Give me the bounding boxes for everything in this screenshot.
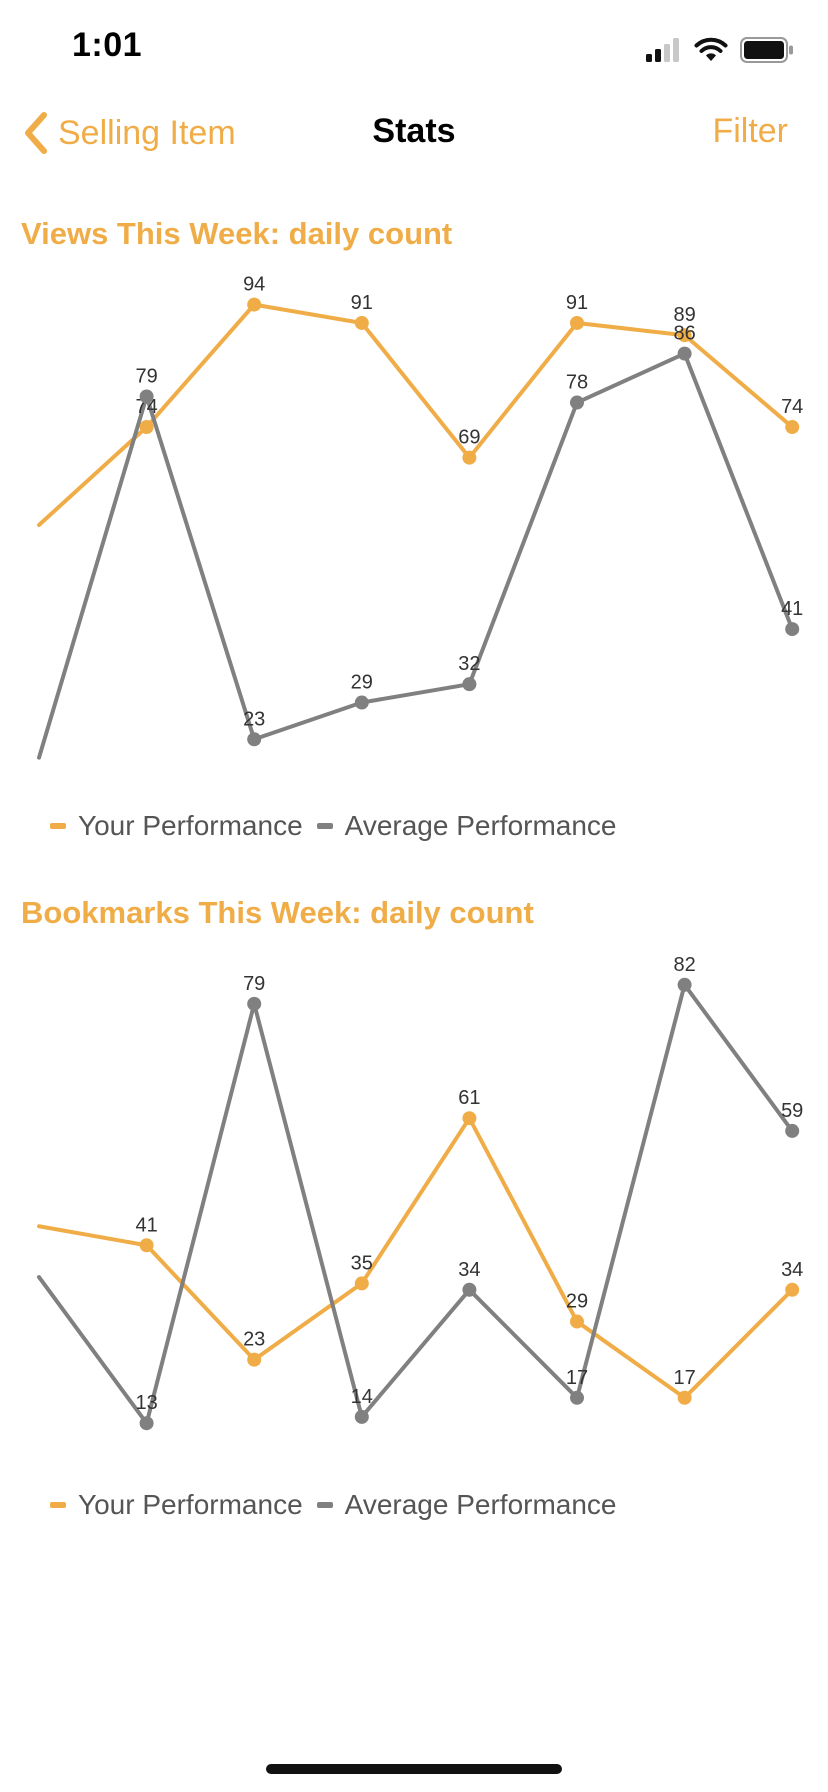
data-label-average-performance: 86	[673, 323, 695, 345]
data-point-your-performance[interactable]	[462, 1111, 477, 1126]
battery-icon	[740, 37, 793, 63]
legend-swatch	[316, 1502, 333, 1508]
data-label-average-performance: 79	[243, 973, 265, 995]
legend-swatch	[50, 1502, 66, 1508]
data-point-your-performance[interactable]	[139, 420, 154, 435]
data-label-your-performance: 69	[458, 427, 480, 449]
legend-label: Average Performance	[344, 810, 617, 841]
data-label-average-performance: 23	[243, 708, 265, 730]
data-point-average-performance[interactable]	[462, 1282, 477, 1297]
navigation-bar: Selling Item Stats Filter	[0, 100, 828, 166]
data-point-average-performance[interactable]	[677, 977, 692, 992]
page-title: Stats	[372, 112, 456, 150]
legend-item-average-performance: Average Performance	[316, 810, 617, 842]
data-point-average-performance[interactable]	[570, 395, 584, 410]
views-line-chart: 74 94 91 69 91 89 74 79 23 29 32 78 86 41	[37, 274, 803, 760]
chart-legend: Your Performance Average Performance	[50, 1489, 631, 1521]
data-label-your-performance: 34	[781, 1259, 803, 1281]
chart-title: Bookmarks This Week: daily count	[21, 895, 534, 930]
data-label-average-performance: 17	[566, 1367, 588, 1389]
signal-icon	[646, 38, 679, 62]
data-point-your-performance[interactable]	[677, 1390, 692, 1405]
data-point-your-performance[interactable]	[139, 1238, 154, 1253]
status-time: 1:01	[72, 26, 143, 64]
data-label-average-performance: 82	[673, 954, 695, 976]
data-point-your-performance[interactable]	[354, 1276, 369, 1291]
data-label-average-performance: 41	[781, 598, 803, 620]
data-label-your-performance: 17	[673, 1367, 695, 1389]
data-point-average-performance[interactable]	[462, 677, 477, 692]
chart-legend: Your Performance Average Performance	[50, 810, 631, 842]
data-point-your-performance[interactable]	[677, 328, 692, 343]
legend-swatch	[50, 823, 66, 829]
data-point-average-performance[interactable]	[785, 1123, 800, 1138]
legend-item-your-performance: Your Performance	[50, 810, 303, 842]
data-label-average-performance: 78	[566, 372, 588, 394]
data-point-average-performance[interactable]	[570, 1390, 584, 1405]
data-point-average-performance[interactable]	[677, 346, 692, 361]
series-line-your-performance	[37, 302, 795, 527]
home-indicator[interactable]	[266, 1764, 562, 1774]
legend-item-average-performance: Average Performance	[316, 1489, 617, 1521]
data-point-your-performance[interactable]	[354, 315, 369, 330]
legend-label: Average Performance	[344, 1489, 617, 1520]
data-point-average-performance[interactable]	[139, 389, 154, 404]
data-point-average-performance[interactable]	[354, 1409, 369, 1424]
series-line-average-performance	[37, 351, 795, 760]
wifi-icon	[694, 37, 728, 61]
data-point-your-performance[interactable]	[247, 1352, 262, 1367]
data-label-average-performance: 32	[458, 653, 480, 675]
data-label-your-performance: 89	[673, 304, 695, 326]
views-chart-section: Views This Week: daily count 74 94 91 69 91 8…	[0, 216, 828, 856]
data-label-your-performance: 61	[458, 1087, 480, 1109]
data-point-average-performance[interactable]	[354, 695, 369, 710]
data-point-average-performance[interactable]	[785, 622, 800, 637]
filter-button[interactable]: Filter	[712, 112, 788, 150]
data-label-average-performance: 79	[135, 365, 157, 387]
data-label-average-performance: 29	[351, 672, 373, 694]
data-point-your-performance[interactable]	[247, 297, 262, 312]
series-line-average-performance	[37, 982, 795, 1426]
data-label-your-performance: 23	[243, 1329, 265, 1351]
data-label-average-performance: 14	[351, 1386, 373, 1408]
back-button-label: Selling Item	[58, 113, 236, 152]
series-line-your-performance	[37, 1116, 795, 1400]
data-label-your-performance: 74	[781, 396, 803, 418]
bookmarks-chart-section: Bookmarks This Week: daily count 41 23 35 6…	[0, 895, 828, 1535]
chevron-left-icon	[25, 112, 47, 154]
data-label-average-performance: 13	[135, 1392, 157, 1414]
data-point-your-performance[interactable]	[462, 450, 477, 465]
data-point-your-performance[interactable]	[570, 315, 584, 330]
data-point-your-performance[interactable]	[785, 1282, 800, 1297]
legend-swatch	[316, 823, 333, 829]
data-point-average-performance[interactable]	[247, 732, 262, 747]
data-point-average-performance[interactable]	[247, 996, 262, 1011]
data-label-your-performance: 41	[135, 1214, 157, 1236]
bookmarks-line-chart: 41 23 35 61 29 17 34 13 79 14 34 17 82 59	[37, 954, 803, 1431]
status-icons	[646, 36, 794, 64]
legend-label: Your Performance	[78, 810, 303, 841]
data-label-your-performance: 29	[566, 1291, 588, 1313]
data-label-your-performance: 91	[566, 292, 588, 314]
data-label-average-performance: 59	[781, 1100, 803, 1122]
legend-item-your-performance: Your Performance	[50, 1489, 303, 1521]
data-label-your-performance: 74	[135, 396, 157, 418]
data-point-average-performance[interactable]	[139, 1416, 154, 1431]
data-label-your-performance: 35	[351, 1252, 373, 1274]
data-label-your-performance: 94	[243, 274, 265, 296]
back-button[interactable]: Selling Item	[22, 106, 236, 160]
data-point-your-performance[interactable]	[785, 420, 800, 435]
data-label-your-performance: 91	[351, 292, 373, 314]
status-bar: 1:01	[0, 0, 828, 100]
chart-title: Views This Week: daily count	[21, 216, 453, 251]
legend-label: Your Performance	[78, 1489, 303, 1520]
data-point-your-performance[interactable]	[570, 1314, 584, 1329]
data-label-average-performance: 34	[458, 1259, 480, 1281]
